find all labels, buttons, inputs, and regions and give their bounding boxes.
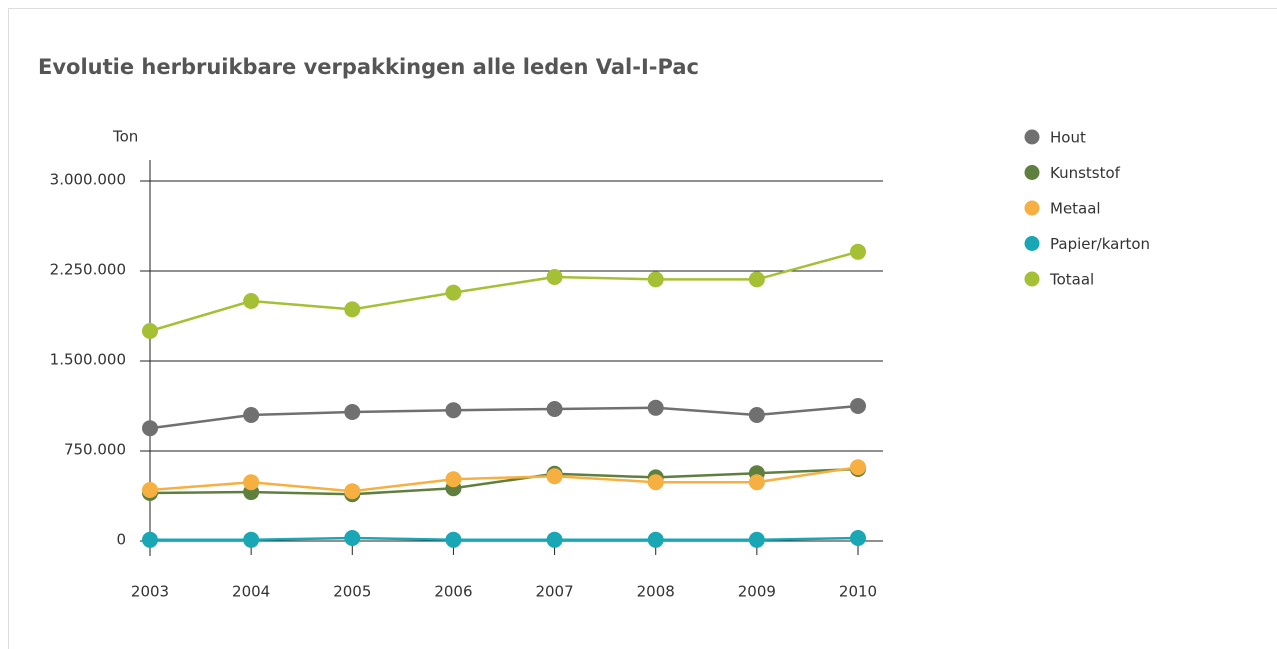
data-point bbox=[142, 420, 158, 437]
x-tick-label: 2005 bbox=[333, 583, 371, 601]
legend-marker bbox=[1024, 165, 1040, 180]
data-point bbox=[445, 402, 462, 419]
series-line bbox=[149, 467, 859, 496]
data-point bbox=[344, 530, 361, 546]
data-point bbox=[344, 404, 361, 420]
data-point bbox=[344, 483, 361, 500]
data-point bbox=[748, 407, 765, 423]
y-axis-label: Ton bbox=[112, 128, 138, 146]
x-tick-label: 2009 bbox=[738, 583, 776, 601]
x-tick-label: 2004 bbox=[232, 583, 270, 601]
series-line bbox=[149, 404, 859, 430]
x-tick-label: 2003 bbox=[131, 583, 169, 601]
y-tick-label: 3.000.000 bbox=[50, 171, 126, 189]
legend-label: Hout bbox=[1050, 129, 1086, 147]
data-point bbox=[445, 284, 462, 301]
legend-label: Totaal bbox=[1049, 271, 1094, 289]
data-point bbox=[546, 468, 563, 485]
legend-label: Papier/karton bbox=[1050, 235, 1150, 253]
chart-title: Evolutie herbruikbare verpakkingen alle … bbox=[38, 55, 699, 79]
data-point bbox=[647, 531, 664, 548]
data-point bbox=[647, 474, 664, 491]
data-point bbox=[850, 243, 866, 260]
legend-label: Metaal bbox=[1050, 200, 1101, 218]
data-point bbox=[142, 482, 158, 498]
legend-marker bbox=[1024, 271, 1040, 287]
data-point bbox=[748, 531, 765, 548]
data-point bbox=[142, 531, 158, 548]
data-point bbox=[647, 271, 664, 288]
legend-marker bbox=[1024, 129, 1040, 145]
series-line bbox=[149, 465, 859, 493]
legend-label: Kunststof bbox=[1050, 164, 1121, 182]
y-tick-label: 1.500.000 bbox=[50, 351, 126, 369]
legend-marker bbox=[1024, 200, 1040, 216]
data-point bbox=[344, 301, 361, 318]
data-point bbox=[243, 474, 260, 491]
data-point bbox=[850, 398, 866, 414]
data-point bbox=[445, 471, 462, 488]
y-tick-label: 2.250.000 bbox=[50, 261, 126, 279]
data-point bbox=[142, 323, 158, 339]
series-line bbox=[150, 536, 859, 542]
legend-marker bbox=[1024, 236, 1040, 251]
data-point bbox=[243, 407, 260, 423]
data-point bbox=[243, 531, 260, 548]
data-point bbox=[546, 531, 563, 548]
x-tick-label: 2008 bbox=[637, 583, 675, 601]
frame bbox=[8, 8, 1277, 649]
x-tick-label: 2010 bbox=[839, 583, 877, 601]
y-tick-label: 0 bbox=[116, 531, 126, 549]
series-line bbox=[149, 250, 859, 333]
data-point bbox=[748, 271, 765, 288]
data-point bbox=[445, 531, 462, 548]
x-tick-label: 2007 bbox=[535, 583, 573, 601]
data-point bbox=[850, 530, 866, 546]
y-tick-label: 750.000 bbox=[64, 441, 126, 459]
data-point bbox=[850, 459, 866, 476]
data-point bbox=[546, 401, 563, 417]
data-point bbox=[546, 269, 563, 285]
data-point bbox=[748, 474, 765, 491]
data-point bbox=[243, 293, 260, 309]
data-point bbox=[647, 399, 664, 416]
x-tick-label: 2006 bbox=[434, 583, 472, 601]
